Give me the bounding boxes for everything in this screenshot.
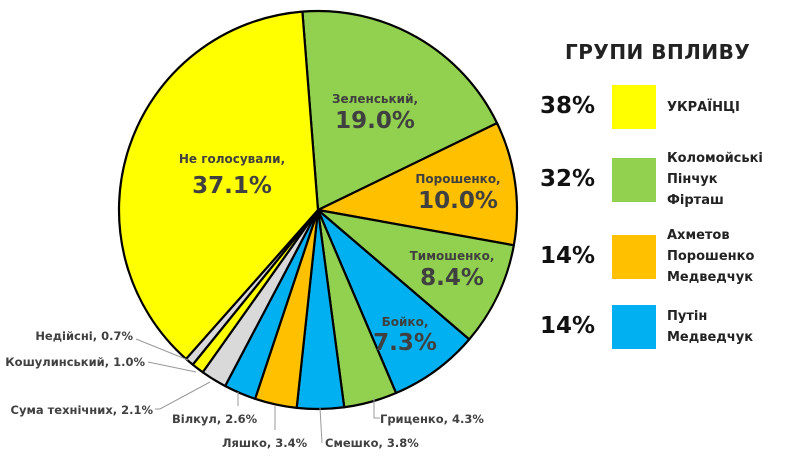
slice-name-label: Тимошенко, xyxy=(410,249,495,263)
slice-outside-label: Сума технічних, 2.1% xyxy=(11,403,154,417)
legend-name: Фірташ xyxy=(667,193,724,208)
legend-percent: 14% xyxy=(540,242,596,269)
leader-line xyxy=(155,381,211,410)
legend-title: ГРУПИ ВПЛИВУ xyxy=(565,40,751,64)
legend-name: Медведчук xyxy=(667,270,754,285)
pie-slice-1 xyxy=(301,9,499,212)
slice-outside-label: Вілкул, 2.6% xyxy=(172,412,258,426)
leader-line xyxy=(319,407,323,444)
slice-name-label: Зеленський, xyxy=(332,92,418,106)
legend-swatch xyxy=(612,305,656,349)
slice-value-label: 10.0% xyxy=(418,188,498,214)
slice-outside-label: Смешко, 3.8% xyxy=(325,436,419,450)
slice-name-label: Бойко, xyxy=(382,315,429,329)
slice-outside-label: Недійсні, 0.7% xyxy=(35,329,133,343)
slice-value-label: 7.3% xyxy=(373,330,437,356)
legend-swatch xyxy=(612,157,656,202)
legend-swatch xyxy=(612,85,656,129)
leader-line xyxy=(373,398,380,419)
pie-slice-2 xyxy=(316,121,519,247)
legend-names: Путін Медведчук xyxy=(667,306,753,348)
leader-line xyxy=(147,361,197,373)
legend-name: УКРАЇНЦІ xyxy=(667,99,740,115)
legend-percent: 32% xyxy=(540,165,596,192)
legend-name: Пінчук xyxy=(667,172,718,187)
pie-slice-12 xyxy=(117,10,320,361)
legend-swatch xyxy=(612,234,656,279)
legend-names: Коломойські Пінчук Фірташ xyxy=(667,148,763,211)
legend-percent: 38% xyxy=(540,93,596,119)
slice-outside-label: Кошулинський, 1.0% xyxy=(5,355,145,369)
legend-name: Порошенко xyxy=(667,249,755,264)
legend-percent: 14% xyxy=(540,313,596,339)
slice-outside-label: Гриценко, 4.3% xyxy=(380,412,484,426)
slice-value-label: 8.4% xyxy=(420,265,484,291)
legend-name: Коломойські xyxy=(667,151,763,166)
slice-name-label: Не голосували, xyxy=(179,152,285,166)
legend-names: УКРАЇНЦІ xyxy=(667,97,740,118)
legend-name: Путін xyxy=(667,309,708,324)
slice-value-label: 19.0% xyxy=(335,108,415,134)
legend-names: Ахметов Порошенко Медведчук xyxy=(667,225,754,288)
leader-line xyxy=(135,338,189,361)
legend-name: Медведчук xyxy=(667,330,754,345)
slice-value-label: 37.1% xyxy=(192,173,272,199)
slice-name-label: Порошенко, xyxy=(415,172,500,186)
pie-slice-3 xyxy=(316,208,515,341)
slice-outside-label: Ляшко, 3.4% xyxy=(222,436,308,450)
legend-name: Ахметов xyxy=(667,228,730,243)
